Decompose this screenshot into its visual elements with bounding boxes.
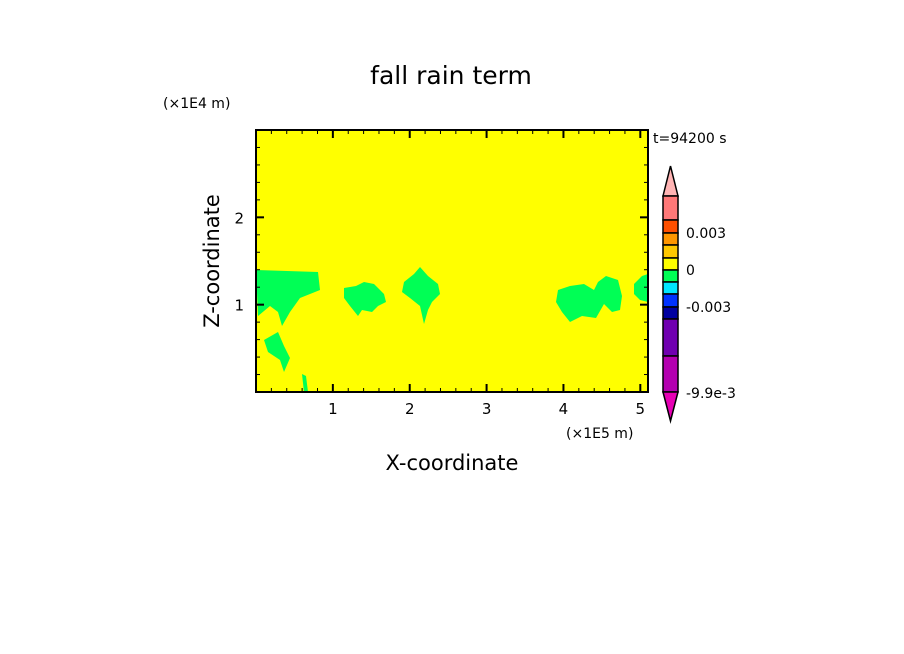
time-label: t=94200 s <box>653 131 727 147</box>
colorbar: 0.003 0 -0.003 -9.9e-3 <box>662 165 736 424</box>
field-region <box>402 267 440 324</box>
colorbar-segment <box>662 318 679 357</box>
colorbar-segment <box>662 195 679 221</box>
field-region <box>634 274 648 302</box>
colorbar-bottom-extension <box>662 391 679 424</box>
field-region <box>256 270 320 326</box>
colorbar-label: 0 <box>686 263 695 279</box>
y-tick-label: 1 <box>234 297 244 315</box>
x-tick-label: 2 <box>405 400 415 418</box>
y-unit-label: (×1E4 m) <box>163 96 230 112</box>
colorbar-label: 0.003 <box>686 226 726 242</box>
x-tick-label: 1 <box>328 400 338 418</box>
colorbar-segment <box>662 219 679 234</box>
colorbar-segment <box>662 355 679 393</box>
plot-frame <box>255 129 649 393</box>
colorbar-top-extension <box>662 165 679 197</box>
field-region <box>264 332 290 372</box>
colorbar-segment <box>662 269 679 283</box>
colorbar-segment <box>662 244 679 259</box>
x-tick-label: 5 <box>636 400 646 418</box>
x-axis-label: X-coordinate <box>386 451 519 475</box>
chart-title: fall rain term <box>370 61 532 90</box>
field-region <box>344 282 386 316</box>
colorbar-segment <box>662 293 679 308</box>
plot-area: 1 2 3 4 5 1 2 <box>234 129 649 418</box>
field-region <box>556 276 622 322</box>
colorbar-segment <box>662 306 679 320</box>
x-tick-label: 3 <box>482 400 492 418</box>
colorbar-segment <box>662 257 679 271</box>
y-axis-label: Z-coordinate <box>200 194 224 328</box>
field-background <box>256 130 648 392</box>
x-unit-label: (×1E5 m) <box>566 426 633 442</box>
y-tick-label: 2 <box>234 209 244 227</box>
field-region <box>302 374 308 392</box>
colorbar-label: -9.9e-3 <box>686 386 736 402</box>
colorbar-segment <box>662 281 679 295</box>
colorbar-segment <box>662 232 679 246</box>
colorbar-label: -0.003 <box>686 300 731 316</box>
x-tick-label: 4 <box>559 400 569 418</box>
